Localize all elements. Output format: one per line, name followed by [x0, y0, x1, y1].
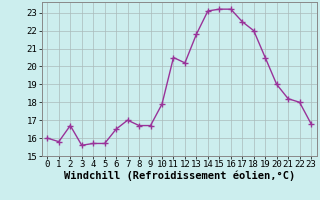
X-axis label: Windchill (Refroidissement éolien,°C): Windchill (Refroidissement éolien,°C) [64, 171, 295, 181]
